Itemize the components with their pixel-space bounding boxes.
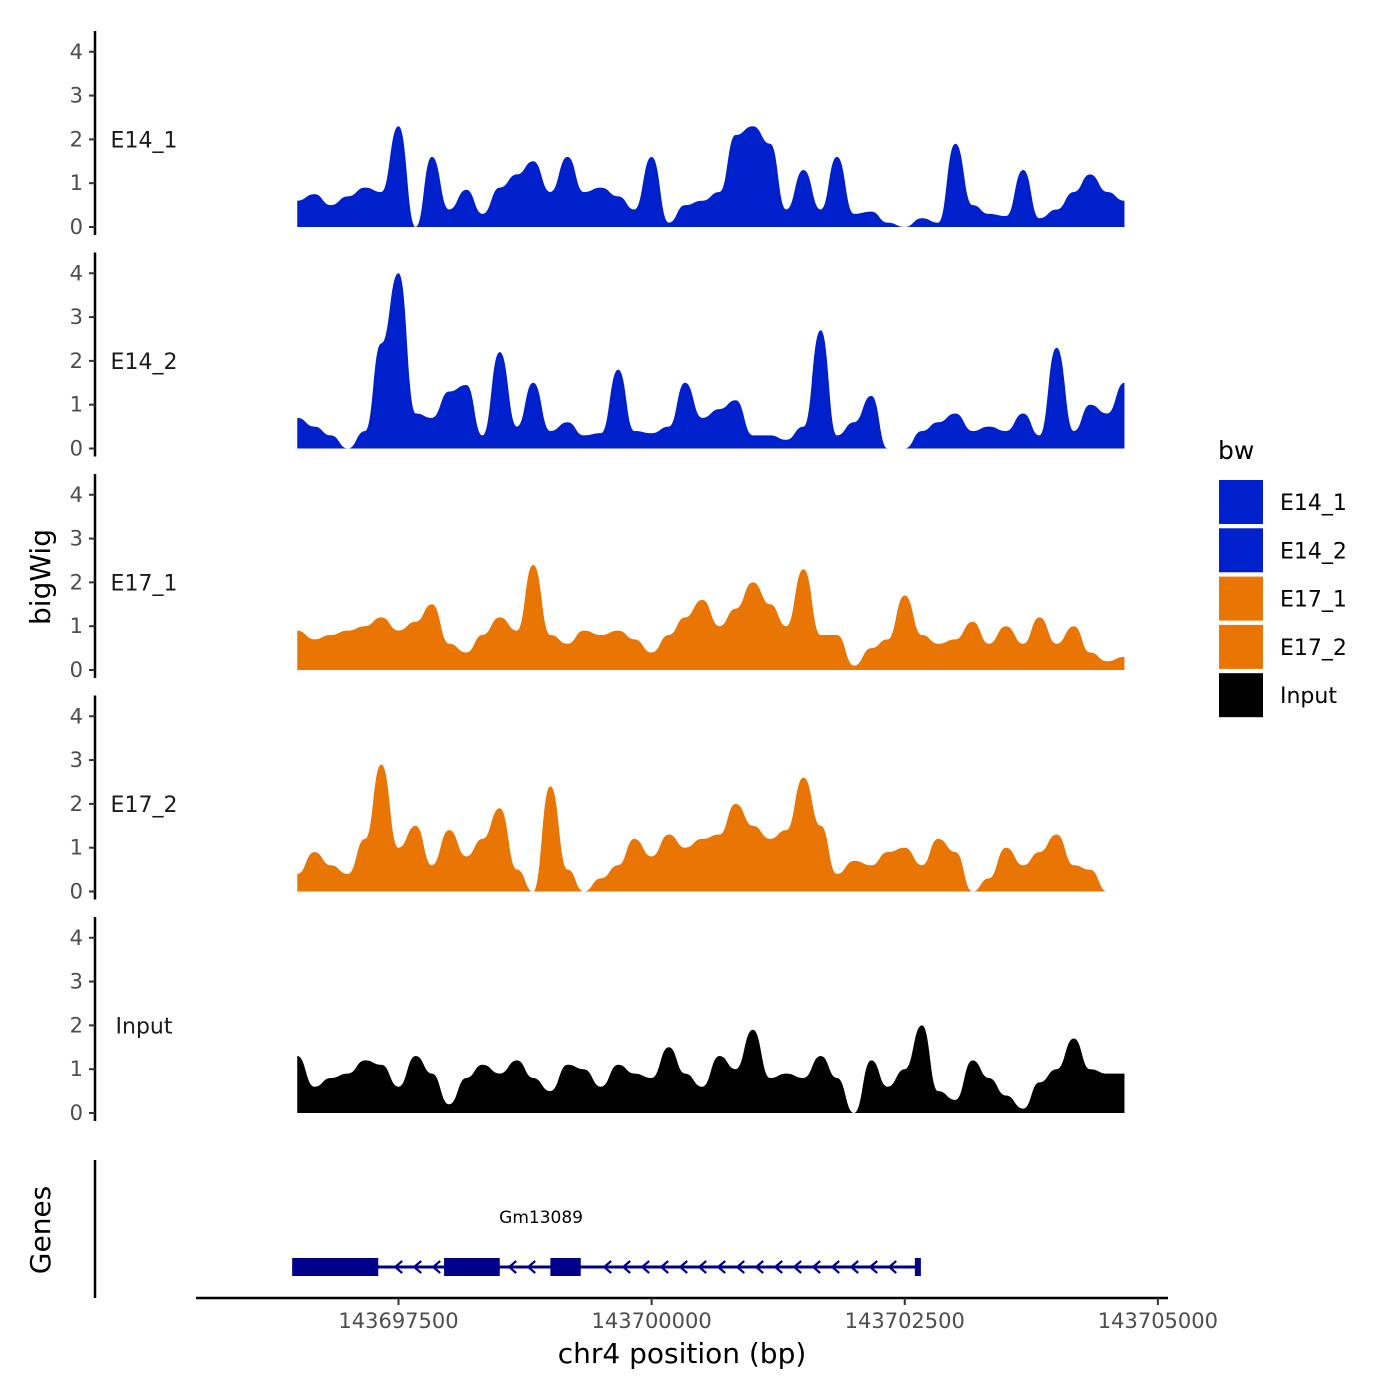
y-tick-label: 0 xyxy=(70,880,83,904)
strand-arrow xyxy=(792,1260,802,1274)
gene-track: Gm13089 xyxy=(93,1160,921,1298)
y-tick-label: 2 xyxy=(70,349,83,373)
track-label: E14_2 xyxy=(111,350,178,375)
legend-label: E17_1 xyxy=(1280,588,1347,613)
y-tick-label: 1 xyxy=(70,836,83,860)
legend-label: E17_2 xyxy=(1280,636,1347,661)
track-E17_2: 0 1 2 3 4 E17_2 xyxy=(70,695,1125,904)
strand-arrow xyxy=(849,1260,859,1274)
gene-exon xyxy=(914,1258,921,1276)
strand-arrow xyxy=(887,1260,897,1274)
strand-arrow xyxy=(830,1260,840,1274)
gene-name-label: Gm13089 xyxy=(499,1208,583,1228)
signal-area-Input xyxy=(297,1025,1125,1113)
y-tick-label: 0 xyxy=(70,658,83,682)
y-tick-label: 3 xyxy=(70,305,83,329)
strand-arrow xyxy=(507,1260,517,1274)
x-tick-label: 143700000 xyxy=(592,1309,712,1333)
legend-swatch-Input xyxy=(1219,673,1263,718)
x-tick-label: 143705000 xyxy=(1098,1309,1218,1333)
track-E14_2: 0 1 2 3 4 E14_2 xyxy=(70,252,1125,461)
strand-arrow xyxy=(697,1260,707,1274)
legend-swatch-E14_1 xyxy=(1219,480,1263,524)
y-tick-label: 4 xyxy=(70,483,83,507)
strand-arrow xyxy=(431,1260,441,1274)
track-label: E14_1 xyxy=(111,128,178,153)
y-tick-label: 4 xyxy=(70,261,83,285)
y-tick-label: 0 xyxy=(70,437,83,461)
legend-label: E14_2 xyxy=(1280,539,1347,564)
track-E14_1: 0 1 2 3 4 E14_1 xyxy=(70,31,1125,239)
strand-arrow xyxy=(868,1260,878,1274)
y-tick-label: 3 xyxy=(70,748,83,772)
legend-label: Input xyxy=(1280,684,1337,709)
y-tick-label: 4 xyxy=(70,926,83,950)
y-tick-label: 4 xyxy=(70,704,83,728)
y-tick-label: 2 xyxy=(70,570,83,594)
track-label: Input xyxy=(116,1014,173,1039)
y-tick-label: 0 xyxy=(70,1101,83,1125)
legend-label: E14_1 xyxy=(1280,491,1347,516)
signal-area-E14_2 xyxy=(297,273,1125,449)
strand-arrow xyxy=(640,1260,650,1274)
strand-arrow xyxy=(602,1260,612,1274)
x-tick-label: 143697500 xyxy=(338,1309,458,1333)
track-label: E17_2 xyxy=(111,793,178,818)
signal-area-E17_1 xyxy=(297,564,1125,670)
y-tick-label: 2 xyxy=(70,127,83,151)
legend: bw E14_1 E14_2 E17_1 E17_2 Input xyxy=(1218,436,1347,718)
y-tick-label: 3 xyxy=(70,84,83,108)
y-tick-label: 1 xyxy=(70,614,83,638)
legend-swatch-E17_1 xyxy=(1219,576,1263,621)
legend-title: bw xyxy=(1218,436,1254,465)
track-E17_1: 0 1 2 3 4 E17_1 xyxy=(70,474,1125,682)
strand-arrow xyxy=(393,1260,403,1274)
gene-exon xyxy=(550,1258,581,1276)
legend-swatch-E14_2 xyxy=(1219,528,1263,573)
y-axis-title: bigWig xyxy=(24,529,57,625)
y-tick-label: 3 xyxy=(70,527,83,551)
y-tick-label: 3 xyxy=(70,970,83,994)
strand-arrow xyxy=(659,1260,669,1274)
signal-area-E14_1 xyxy=(297,126,1125,227)
strand-arrow xyxy=(526,1260,536,1274)
strand-arrow xyxy=(735,1260,745,1274)
signal-tracks: 0 1 2 3 4 E14_1 0 1 2 3 4 E14_2 0 1 2 3 4 E17_1 0 1 2 3 4 E17_2… xyxy=(70,31,1125,1125)
strand-arrow xyxy=(716,1260,726,1274)
strand-arrow xyxy=(412,1260,422,1274)
signal-area-E17_2 xyxy=(297,764,1125,892)
legend-swatch-E17_2 xyxy=(1219,624,1263,669)
y-tick-label: 2 xyxy=(70,792,83,816)
y-tick-label: 1 xyxy=(70,393,83,417)
y-tick-label: 1 xyxy=(70,1057,83,1081)
y-tick-label: 1 xyxy=(70,171,83,195)
y-tick-label: 0 xyxy=(70,215,83,239)
gene-exon xyxy=(444,1258,500,1276)
strand-arrow xyxy=(754,1260,764,1274)
track-label: E17_1 xyxy=(111,571,178,596)
x-axis-title: chr4 position (bp) xyxy=(558,1337,807,1370)
y-tick-label: 2 xyxy=(70,1013,83,1037)
gene-exon xyxy=(292,1258,379,1276)
strand-arrow xyxy=(811,1260,821,1274)
genes-track-title: Genes xyxy=(24,1186,57,1274)
y-tick-label: 4 xyxy=(70,40,83,64)
track-Input: 0 1 2 3 4 Input xyxy=(70,917,1125,1125)
strand-arrow xyxy=(678,1260,688,1274)
x-tick-label: 143702500 xyxy=(845,1309,965,1333)
x-axis: 143697500 143700000 143702500 143705000 xyxy=(196,1296,1218,1333)
strand-arrow xyxy=(621,1260,631,1274)
strand-arrow xyxy=(773,1260,783,1274)
